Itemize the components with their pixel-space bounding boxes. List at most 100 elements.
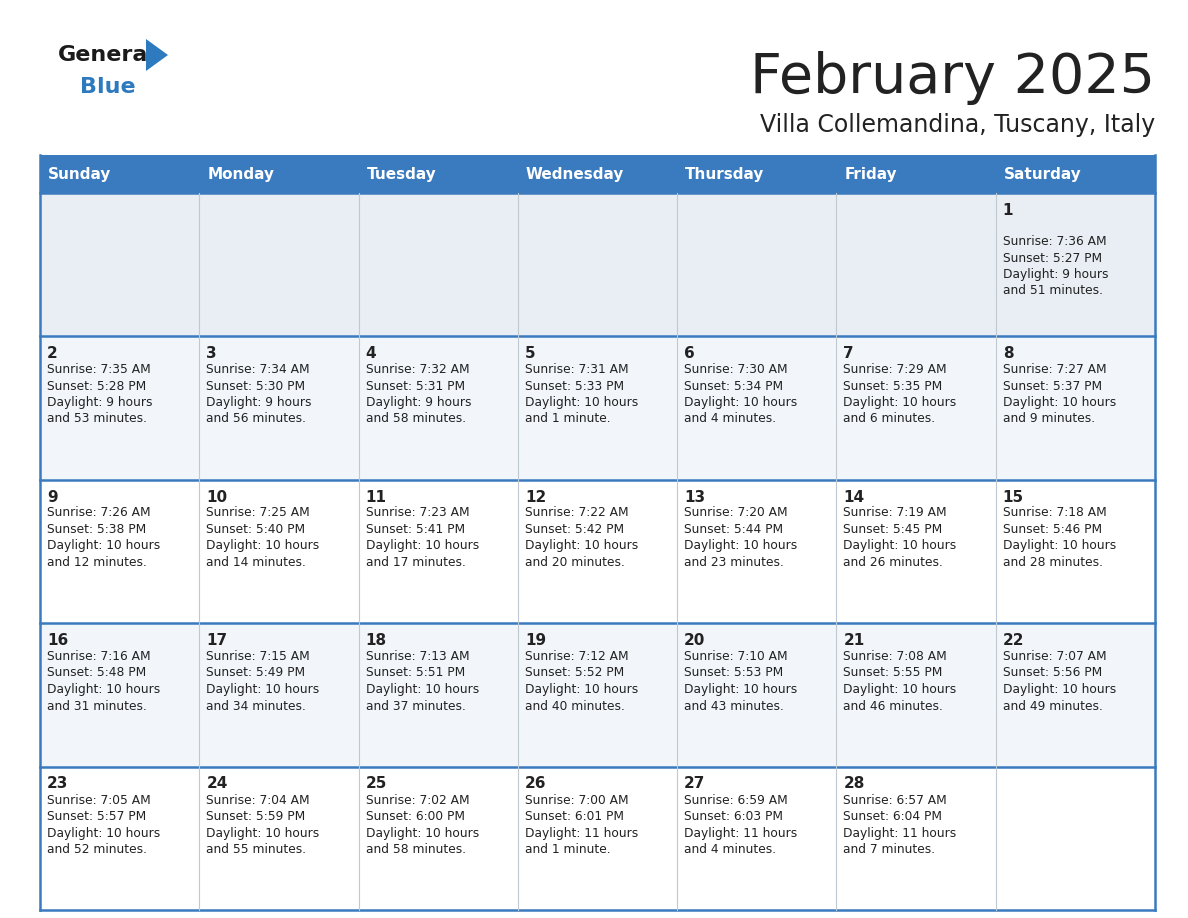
Bar — [40, 155, 1155, 193]
Text: Sunrise: 7:32 AM: Sunrise: 7:32 AM — [366, 363, 469, 376]
Text: Daylight: 10 hours: Daylight: 10 hours — [525, 540, 638, 553]
Text: and 58 minutes.: and 58 minutes. — [366, 843, 466, 856]
Text: Sunset: 5:48 PM: Sunset: 5:48 PM — [48, 666, 146, 679]
Text: and 51 minutes.: and 51 minutes. — [1003, 285, 1102, 297]
Text: 6: 6 — [684, 346, 695, 361]
Text: Sunrise: 6:57 AM: Sunrise: 6:57 AM — [843, 793, 947, 807]
Text: 17: 17 — [207, 633, 227, 648]
Text: 14: 14 — [843, 489, 865, 505]
Text: 15: 15 — [1003, 489, 1024, 505]
Text: Blue: Blue — [80, 77, 135, 97]
Text: Wednesday: Wednesday — [526, 166, 624, 182]
Text: Sunset: 5:40 PM: Sunset: 5:40 PM — [207, 523, 305, 536]
Text: 21: 21 — [843, 633, 865, 648]
Text: Saturday: Saturday — [1004, 166, 1081, 182]
Text: 23: 23 — [48, 777, 69, 791]
Text: Sunrise: 7:27 AM: Sunrise: 7:27 AM — [1003, 363, 1106, 376]
Text: Daylight: 10 hours: Daylight: 10 hours — [684, 683, 797, 696]
Text: Daylight: 11 hours: Daylight: 11 hours — [843, 826, 956, 839]
Text: Sunrise: 7:34 AM: Sunrise: 7:34 AM — [207, 363, 310, 376]
Text: Sunset: 5:56 PM: Sunset: 5:56 PM — [1003, 666, 1102, 679]
Text: Sunrise: 7:02 AM: Sunrise: 7:02 AM — [366, 793, 469, 807]
Text: and 9 minutes.: and 9 minutes. — [1003, 412, 1095, 426]
Text: and 56 minutes.: and 56 minutes. — [207, 412, 307, 426]
Text: Sunset: 5:42 PM: Sunset: 5:42 PM — [525, 523, 624, 536]
Text: 11: 11 — [366, 489, 386, 505]
Text: Sunrise: 7:13 AM: Sunrise: 7:13 AM — [366, 650, 469, 663]
Text: and 37 minutes.: and 37 minutes. — [366, 700, 466, 712]
Text: Sunrise: 7:08 AM: Sunrise: 7:08 AM — [843, 650, 947, 663]
Text: Sunset: 5:46 PM: Sunset: 5:46 PM — [1003, 523, 1101, 536]
Text: Daylight: 11 hours: Daylight: 11 hours — [684, 826, 797, 839]
Text: and 49 minutes.: and 49 minutes. — [1003, 700, 1102, 712]
Text: Daylight: 10 hours: Daylight: 10 hours — [1003, 396, 1116, 409]
Bar — [40, 193, 1155, 336]
Text: Sunset: 5:37 PM: Sunset: 5:37 PM — [1003, 379, 1101, 393]
Text: 27: 27 — [684, 777, 706, 791]
Text: Daylight: 10 hours: Daylight: 10 hours — [366, 826, 479, 839]
Text: 9: 9 — [48, 489, 58, 505]
Text: and 58 minutes.: and 58 minutes. — [366, 412, 466, 426]
Text: Daylight: 10 hours: Daylight: 10 hours — [1003, 683, 1116, 696]
Text: Daylight: 10 hours: Daylight: 10 hours — [48, 540, 160, 553]
Text: Sunrise: 7:15 AM: Sunrise: 7:15 AM — [207, 650, 310, 663]
Text: and 1 minute.: and 1 minute. — [525, 412, 611, 426]
Text: and 17 minutes.: and 17 minutes. — [366, 556, 466, 569]
Text: and 4 minutes.: and 4 minutes. — [684, 843, 776, 856]
Text: and 46 minutes.: and 46 minutes. — [843, 700, 943, 712]
Text: Sunset: 5:34 PM: Sunset: 5:34 PM — [684, 379, 783, 393]
Text: and 55 minutes.: and 55 minutes. — [207, 843, 307, 856]
Text: and 12 minutes.: and 12 minutes. — [48, 556, 147, 569]
Text: Sunset: 5:38 PM: Sunset: 5:38 PM — [48, 523, 146, 536]
Text: Sunset: 5:49 PM: Sunset: 5:49 PM — [207, 666, 305, 679]
Text: Sunset: 5:45 PM: Sunset: 5:45 PM — [843, 523, 943, 536]
Text: and 7 minutes.: and 7 minutes. — [843, 843, 936, 856]
Text: Sunset: 5:28 PM: Sunset: 5:28 PM — [48, 379, 146, 393]
Text: Sunrise: 7:23 AM: Sunrise: 7:23 AM — [366, 507, 469, 520]
Text: February 2025: February 2025 — [750, 51, 1155, 105]
Text: General: General — [58, 45, 156, 65]
Polygon shape — [146, 39, 168, 71]
Text: 1: 1 — [1003, 203, 1013, 218]
Text: Sunset: 5:57 PM: Sunset: 5:57 PM — [48, 810, 146, 823]
Text: Daylight: 10 hours: Daylight: 10 hours — [843, 540, 956, 553]
Text: and 43 minutes.: and 43 minutes. — [684, 700, 784, 712]
Text: Sunrise: 7:05 AM: Sunrise: 7:05 AM — [48, 793, 151, 807]
Text: Sunrise: 7:20 AM: Sunrise: 7:20 AM — [684, 507, 788, 520]
Text: and 26 minutes.: and 26 minutes. — [843, 556, 943, 569]
Text: Sunrise: 7:26 AM: Sunrise: 7:26 AM — [48, 507, 151, 520]
Text: and 52 minutes.: and 52 minutes. — [48, 843, 147, 856]
Text: Sunset: 6:04 PM: Sunset: 6:04 PM — [843, 810, 942, 823]
Text: 7: 7 — [843, 346, 854, 361]
Text: Sunset: 5:31 PM: Sunset: 5:31 PM — [366, 379, 465, 393]
Text: Sunrise: 7:10 AM: Sunrise: 7:10 AM — [684, 650, 788, 663]
Text: 8: 8 — [1003, 346, 1013, 361]
Text: Sunrise: 7:30 AM: Sunrise: 7:30 AM — [684, 363, 788, 376]
Text: Sunrise: 7:35 AM: Sunrise: 7:35 AM — [48, 363, 151, 376]
Text: Sunrise: 7:31 AM: Sunrise: 7:31 AM — [525, 363, 628, 376]
Text: Sunset: 5:53 PM: Sunset: 5:53 PM — [684, 666, 783, 679]
Text: and 6 minutes.: and 6 minutes. — [843, 412, 936, 426]
Text: Daylight: 10 hours: Daylight: 10 hours — [843, 396, 956, 409]
Text: 4: 4 — [366, 346, 377, 361]
Text: Sunrise: 6:59 AM: Sunrise: 6:59 AM — [684, 793, 788, 807]
Text: and 53 minutes.: and 53 minutes. — [48, 412, 147, 426]
Text: Daylight: 11 hours: Daylight: 11 hours — [525, 826, 638, 839]
Text: and 1 minute.: and 1 minute. — [525, 843, 611, 856]
Text: Sunrise: 7:22 AM: Sunrise: 7:22 AM — [525, 507, 628, 520]
Text: Daylight: 10 hours: Daylight: 10 hours — [48, 826, 160, 839]
Text: Sunset: 5:41 PM: Sunset: 5:41 PM — [366, 523, 465, 536]
Text: 22: 22 — [1003, 633, 1024, 648]
Text: Daylight: 10 hours: Daylight: 10 hours — [207, 540, 320, 553]
Text: and 31 minutes.: and 31 minutes. — [48, 700, 147, 712]
Text: Sunrise: 7:00 AM: Sunrise: 7:00 AM — [525, 793, 628, 807]
Text: Sunday: Sunday — [48, 166, 112, 182]
Text: Sunset: 5:33 PM: Sunset: 5:33 PM — [525, 379, 624, 393]
Text: 3: 3 — [207, 346, 217, 361]
Text: Sunset: 5:51 PM: Sunset: 5:51 PM — [366, 666, 465, 679]
Text: Villa Collemandina, Tuscany, Italy: Villa Collemandina, Tuscany, Italy — [760, 113, 1155, 137]
Text: Daylight: 10 hours: Daylight: 10 hours — [48, 683, 160, 696]
Text: Friday: Friday — [845, 166, 897, 182]
Text: Sunrise: 7:25 AM: Sunrise: 7:25 AM — [207, 507, 310, 520]
Text: Daylight: 10 hours: Daylight: 10 hours — [207, 826, 320, 839]
